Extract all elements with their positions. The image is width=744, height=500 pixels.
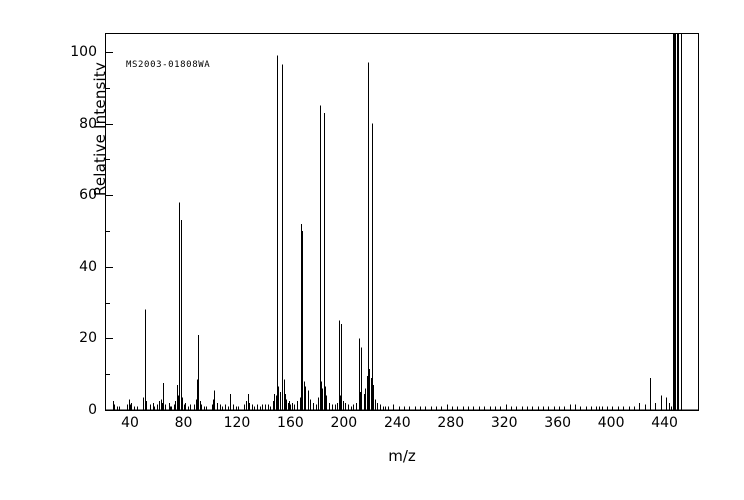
x-axis-title: m/z — [388, 447, 416, 465]
x-axis-tick-labels: 40 80 120 160 200 240 280 320 360 400 440 — [105, 416, 699, 438]
y-tick-label: 40 — [79, 258, 97, 275]
x-tick-label: 120 — [223, 415, 251, 431]
plot-area — [106, 34, 698, 410]
watermark-label: MS2003-01808WA — [126, 60, 211, 70]
plot-frame: MS2003-01808WA — [105, 33, 699, 411]
y-tick-label: 60 — [79, 187, 97, 204]
y-tick-label: 20 — [79, 330, 97, 347]
x-tick-label: 160 — [277, 415, 304, 431]
y-tick-label: 80 — [79, 115, 97, 132]
x-tick-label: 200 — [330, 415, 358, 431]
x-tick-label: 240 — [383, 415, 411, 431]
y-tick-label: 0 — [88, 402, 97, 418]
x-tick-label: 40 — [121, 415, 139, 431]
x-tick-label: 440 — [651, 415, 678, 431]
x-tick-label: 280 — [437, 415, 465, 431]
x-tick-label: 320 — [490, 415, 518, 431]
y-tick-label: 100 — [70, 43, 97, 60]
x-tick-label: 80 — [174, 415, 193, 431]
spectrum-trace — [106, 34, 698, 410]
x-tick-label: 360 — [544, 415, 572, 431]
x-tick-label: 400 — [597, 415, 625, 431]
y-axis-tick-labels: 0 20 40 60 80 100 — [55, 33, 97, 417]
